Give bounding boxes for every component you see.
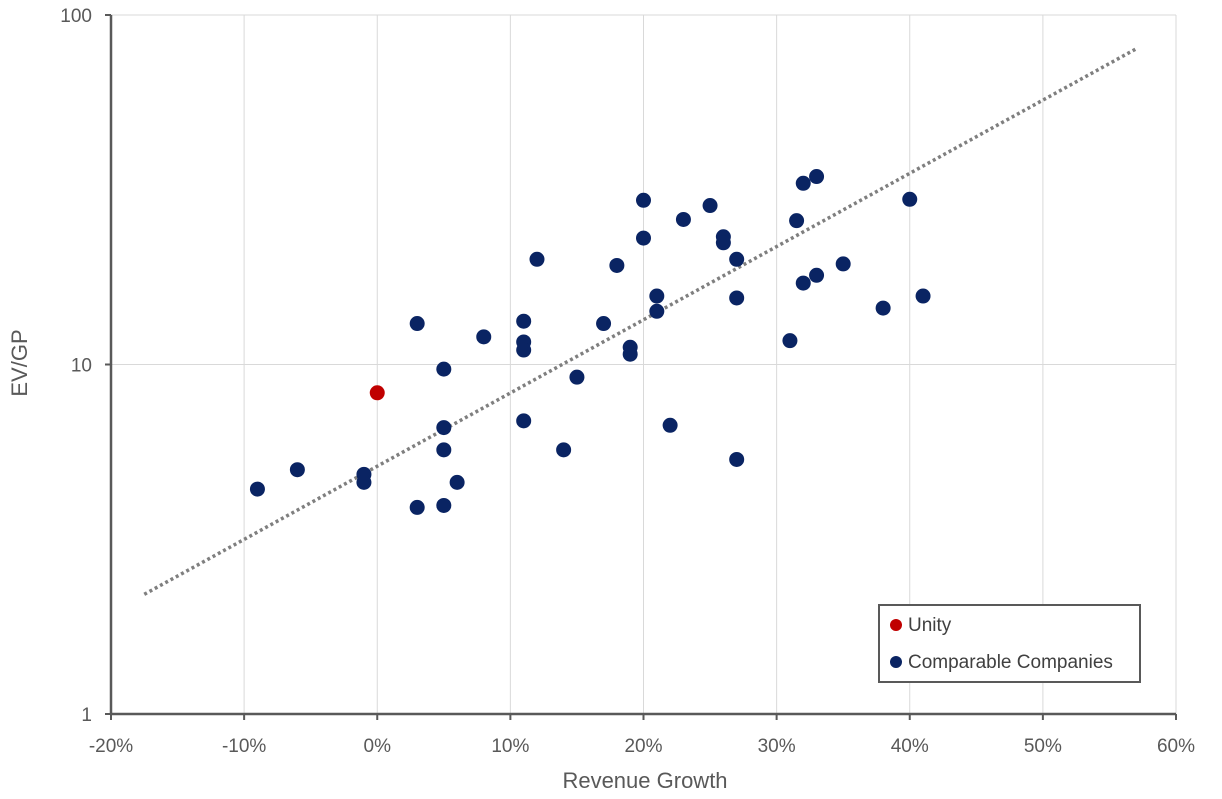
y-tick-label: 1: [81, 705, 92, 726]
data-point-comparable-companies: [915, 288, 931, 304]
legend-marker-comparable-companies: [890, 656, 902, 668]
data-point-comparable-companies: [249, 481, 265, 497]
points-layer: [249, 169, 931, 515]
data-point-comparable-companies: [289, 462, 305, 478]
y-tick-labels: 1 10 100: [60, 6, 111, 726]
data-point-comparable-companies: [529, 251, 545, 267]
x-tick-label: 10%: [491, 736, 529, 757]
data-point-comparable-companies: [795, 175, 811, 191]
data-point-comparable-companies: [556, 442, 572, 458]
data-point-comparable-companies: [789, 213, 805, 229]
data-point-comparable-companies: [902, 191, 918, 207]
legend: Unity Comparable Companies: [878, 604, 1141, 683]
data-point-comparable-companies: [436, 442, 452, 458]
data-point-comparable-companies: [436, 420, 452, 436]
data-point-comparable-companies: [729, 290, 745, 306]
data-point-comparable-companies: [449, 474, 465, 490]
data-point-comparable-companies: [356, 474, 372, 490]
data-point-comparable-companies: [409, 499, 425, 515]
trendline-layer: [143, 47, 1137, 596]
data-point-comparable-companies: [636, 230, 651, 246]
data-point-comparable-companies: [675, 211, 691, 227]
x-tick-label: 40%: [891, 736, 929, 757]
data-point-comparable-companies: [476, 329, 492, 345]
data-point-comparable-companies: [569, 369, 585, 385]
data-point-comparable-companies: [649, 303, 665, 319]
y-axis-title: EV/GP: [7, 329, 32, 396]
data-point-comparable-companies: [409, 316, 425, 332]
data-point-comparable-companies: [795, 275, 811, 291]
data-point-comparable-companies: [662, 417, 678, 433]
gridlines: [111, 14, 1177, 714]
legend-box: [878, 604, 1141, 683]
y-tick-label: 10: [71, 356, 92, 377]
data-point-comparable-companies: [516, 313, 532, 329]
x-tick-label: 0%: [364, 736, 392, 757]
data-point-comparable-companies: [702, 198, 718, 214]
data-point-comparable-companies: [835, 256, 851, 272]
x-tick-label: 20%: [624, 736, 662, 757]
legend-label-unity: Unity: [908, 615, 952, 636]
x-tick-label: -10%: [222, 736, 266, 757]
data-point-comparable-companies: [782, 333, 798, 349]
data-point-comparable-companies: [649, 288, 665, 304]
data-point-comparable-companies: [729, 251, 745, 267]
x-tick-label: 50%: [1024, 736, 1062, 757]
trendline: [143, 47, 1137, 596]
data-point-comparable-companies: [636, 192, 651, 208]
x-tick-labels: -20% -10% 0% 10% 20% 30% 40% 50% 60%: [89, 714, 1195, 757]
x-axis-title: Revenue Growth: [562, 768, 727, 793]
data-point-comparable-companies: [809, 267, 825, 283]
data-point-comparable-companies: [875, 300, 891, 316]
data-point-comparable-companies: [516, 413, 532, 429]
data-point-comparable-companies: [715, 235, 731, 251]
x-tick-label: 60%: [1157, 736, 1195, 757]
data-point-comparable-companies: [436, 361, 452, 377]
data-point-comparable-companies: [609, 257, 625, 273]
data-point-comparable-companies: [516, 342, 532, 358]
x-tick-label: 30%: [758, 736, 796, 757]
data-point-unity: [369, 385, 385, 401]
x-tick-label: -20%: [89, 736, 133, 757]
data-point-comparable-companies: [622, 346, 638, 362]
data-point-comparable-companies: [729, 451, 745, 467]
data-point-comparable-companies: [596, 316, 612, 332]
data-point-comparable-companies: [809, 169, 825, 185]
legend-marker-unity: [890, 619, 902, 631]
legend-label-comparable-companies: Comparable Companies: [908, 652, 1113, 673]
data-point-comparable-companies: [436, 497, 452, 513]
y-tick-label: 100: [60, 6, 92, 27]
